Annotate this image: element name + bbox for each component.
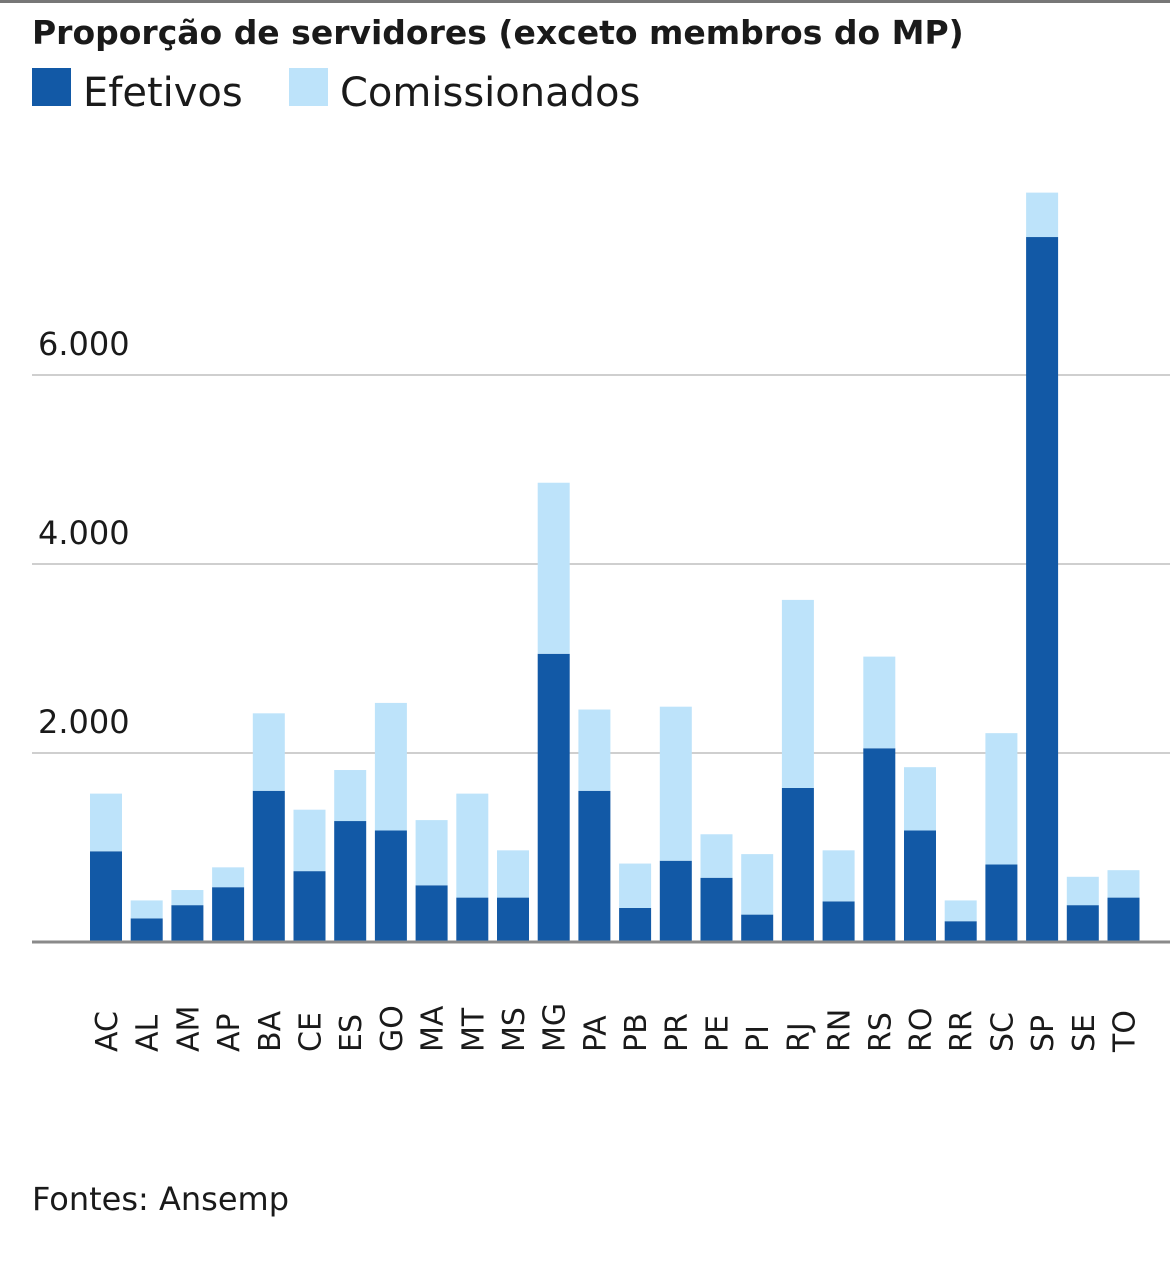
x-tick-label: RN (823, 1009, 858, 1052)
bar-efetivos-GO (374, 830, 407, 942)
bar-efetivos-SC (985, 864, 1018, 942)
x-tick-label: CE (294, 1012, 329, 1052)
bar-comissionados-AC (90, 793, 122, 852)
bar-efetivos-MT (456, 897, 489, 942)
x-tick-label: SE (1067, 1014, 1102, 1052)
bar-efetivos-PE (700, 877, 733, 942)
bar-comissionados-CE (293, 809, 326, 872)
bar-efetivos-MG (537, 653, 570, 942)
x-tick-label: RJ (782, 1022, 817, 1052)
bar-comissionados-PI (741, 854, 774, 915)
x-tick-label: ES (334, 1014, 369, 1052)
bar-efetivos-PA (578, 790, 611, 942)
bar-efetivos-TO (1107, 897, 1140, 942)
bar-comissionados-MG (537, 482, 570, 654)
x-tick-label: RS (863, 1012, 898, 1052)
x-tick-label: PI (741, 1025, 776, 1052)
bar-comissionados-BA (252, 713, 285, 791)
bar-efetivos-AM (171, 905, 204, 942)
bar-comissionados-RJ (781, 599, 814, 788)
bar-comissionados-MT (456, 793, 489, 898)
bar-comissionados-PA (578, 709, 611, 791)
legend-label-efetivos: Efetivos (83, 70, 243, 116)
bar-efetivos-RO (904, 830, 936, 942)
x-tick-label: GO (375, 1005, 410, 1052)
bar-comissionados-AL (130, 900, 163, 919)
bar-comissionados-AM (171, 890, 204, 906)
x-tick-label: MS (497, 1007, 532, 1052)
bar-efetivos-RJ (781, 787, 814, 942)
x-tick-label: PR (660, 1013, 695, 1052)
bar-comissionados-AP (212, 867, 245, 888)
bar-comissionados-PB (619, 863, 652, 908)
x-tick-label: SC (985, 1012, 1020, 1052)
bar-efetivos-BA (252, 790, 285, 942)
bar-efetivos-PR (659, 860, 692, 942)
x-tick-label: AP (212, 1013, 247, 1052)
bar-efetivos-PB (619, 907, 652, 942)
bar-comissionados-RN (822, 850, 855, 902)
source-note: Fontes: Ansemp (32, 1180, 289, 1218)
bar-comissionados-SC (985, 733, 1018, 865)
x-tick-label: PB (619, 1013, 654, 1052)
bar-efetivos-AL (130, 918, 163, 942)
legend-swatch-comissionados (289, 68, 328, 106)
x-tick-label: TO (1108, 1010, 1143, 1053)
x-tick-label: PE (701, 1015, 736, 1052)
bar-efetivos-AC (90, 851, 122, 942)
y-tick-label: 4.000 (38, 514, 130, 552)
legend-label-comissionados: Comissionados (340, 70, 640, 116)
x-tick-label: AC (90, 1011, 125, 1052)
bar-comissionados-RR (944, 900, 977, 922)
bar-comissionados-MS (497, 850, 529, 898)
chart-title: Proporção de servidores (exceto membros … (32, 13, 964, 52)
bar-comissionados-MA (415, 820, 448, 886)
bar-efetivos-ES (334, 821, 367, 942)
x-tick-label: AM (171, 1006, 206, 1052)
bar-comissionados-SP (1026, 192, 1059, 238)
bar-efetivos-CE (293, 871, 326, 942)
x-tick-label: RO (904, 1008, 939, 1052)
legend-swatch-efetivos (32, 68, 71, 106)
bar-efetivos-RN (822, 901, 855, 942)
bar-comissionados-GO (374, 702, 407, 831)
legend: Efetivos Comissionados (32, 68, 640, 116)
bar-efetivos-MA (415, 885, 448, 942)
x-tick-label: MT (456, 1007, 491, 1052)
top-rule (0, 0, 1170, 3)
y-tick-label: 6.000 (38, 325, 130, 363)
x-tick-label: RR (945, 1010, 980, 1052)
bar-efetivos-RS (863, 748, 896, 942)
bar-comissionados-PE (700, 834, 733, 878)
y-tick-label: 2.000 (38, 703, 130, 741)
x-tick-label: MA (416, 1005, 451, 1052)
bar-efetivos-SP (1026, 237, 1059, 942)
bar-efetivos-MS (497, 897, 529, 942)
bar-comissionados-TO (1107, 870, 1140, 898)
bar-comissionados-RO (904, 767, 936, 831)
x-tick-label: BA (253, 1010, 288, 1052)
x-tick-label: AL (131, 1014, 166, 1052)
bar-comissionados-SE (1066, 876, 1099, 906)
bar-comissionados-ES (334, 770, 367, 822)
bar-efetivos-AP (212, 887, 245, 942)
x-tick-label: MG (538, 1003, 573, 1052)
bar-comissionados-RS (863, 656, 896, 749)
x-tick-label: SP (1026, 1015, 1061, 1052)
bar-comissionados-PR (659, 706, 692, 861)
bar-efetivos-SE (1066, 905, 1099, 942)
bar-efetivos-RR (944, 921, 977, 942)
bar-efetivos-PI (741, 914, 774, 942)
x-tick-label: PA (578, 1015, 613, 1052)
